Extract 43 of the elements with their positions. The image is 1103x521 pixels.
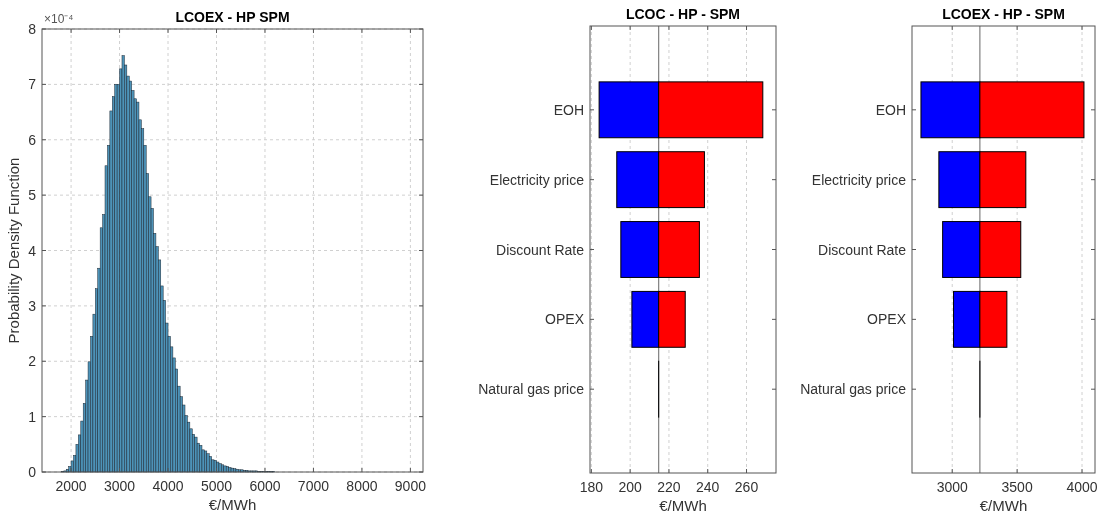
x-tick-label: 2000	[55, 478, 87, 494]
y-axis-title: Probability Density Function	[5, 157, 22, 344]
x-tick-label: 180	[579, 479, 604, 495]
y-tick-label: 3	[28, 297, 37, 314]
x-axis-title: €/MWh	[979, 497, 1028, 514]
x-tick-label: 4000	[152, 478, 184, 494]
chart-title: LCOC - HP - SPM	[625, 6, 741, 22]
x-tick-label: 6000	[249, 478, 281, 494]
x-tick-label: 220	[657, 479, 681, 495]
y-tick-label: OPEX	[545, 311, 585, 328]
y-tick-label: Natural gas price	[478, 381, 585, 398]
y-tick-label: 5	[28, 187, 37, 204]
y-tick-label: 6	[28, 131, 37, 148]
x-tick-label: 4000	[1066, 479, 1098, 495]
x-tick-label: 7000	[297, 478, 330, 494]
y-tick-label: Electricity price	[811, 171, 907, 188]
x-axis-title: €/MWh	[208, 496, 257, 513]
x-tick-label: 9000	[394, 478, 427, 494]
x-tick-label: 8000	[346, 478, 378, 494]
x-tick-label: 260	[734, 479, 759, 495]
y-tick-label: 1	[28, 408, 37, 425]
y-tick-label: Discount Rate	[818, 241, 907, 258]
x-tick-label: 5000	[200, 478, 233, 494]
y-tick-label: Electricity price	[489, 171, 585, 188]
chart-title: LCOEX - HP SPM	[175, 9, 290, 25]
y-tick-label: 4	[28, 242, 37, 259]
x-tick-label: 200	[618, 479, 643, 495]
y-tick-label: 0	[28, 464, 37, 480]
chart-title: LCOEX - HP - SPM	[942, 6, 1065, 22]
y-tick-label: 7	[28, 76, 37, 93]
text: ×10⁻⁴	[44, 12, 74, 26]
y-tick-label: Discount Rate	[496, 241, 585, 258]
x-tick-label: 3000	[936, 479, 969, 495]
x-tick-label: 3000	[103, 478, 136, 494]
y-tick-label: EOH	[875, 101, 906, 118]
y-tick-label: EOH	[553, 101, 584, 118]
x-tick-label: 240	[696, 479, 720, 495]
x-axis-title: €/MWh	[659, 497, 707, 514]
x-tick-label: 3500	[1001, 479, 1033, 495]
y-tick-label: 2	[28, 353, 37, 370]
y-tick-label: OPEX	[867, 311, 907, 328]
y-tick-label: Natural gas price	[800, 381, 907, 398]
y-tick-label: 8	[28, 21, 37, 37]
